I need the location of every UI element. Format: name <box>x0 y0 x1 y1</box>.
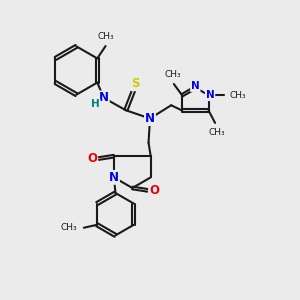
Text: N: N <box>99 92 109 104</box>
Text: H: H <box>91 99 100 110</box>
Text: CH₃: CH₃ <box>208 128 225 137</box>
Text: O: O <box>87 152 97 165</box>
Text: CH₃: CH₃ <box>164 70 181 79</box>
Text: S: S <box>131 77 140 90</box>
Text: N: N <box>145 112 155 125</box>
Text: N: N <box>191 81 200 91</box>
Text: O: O <box>149 184 159 197</box>
Text: N: N <box>109 171 119 184</box>
Text: CH₃: CH₃ <box>97 32 114 41</box>
Text: CH₃: CH₃ <box>229 91 246 100</box>
Text: N: N <box>206 90 214 100</box>
Text: CH₃: CH₃ <box>61 223 77 232</box>
